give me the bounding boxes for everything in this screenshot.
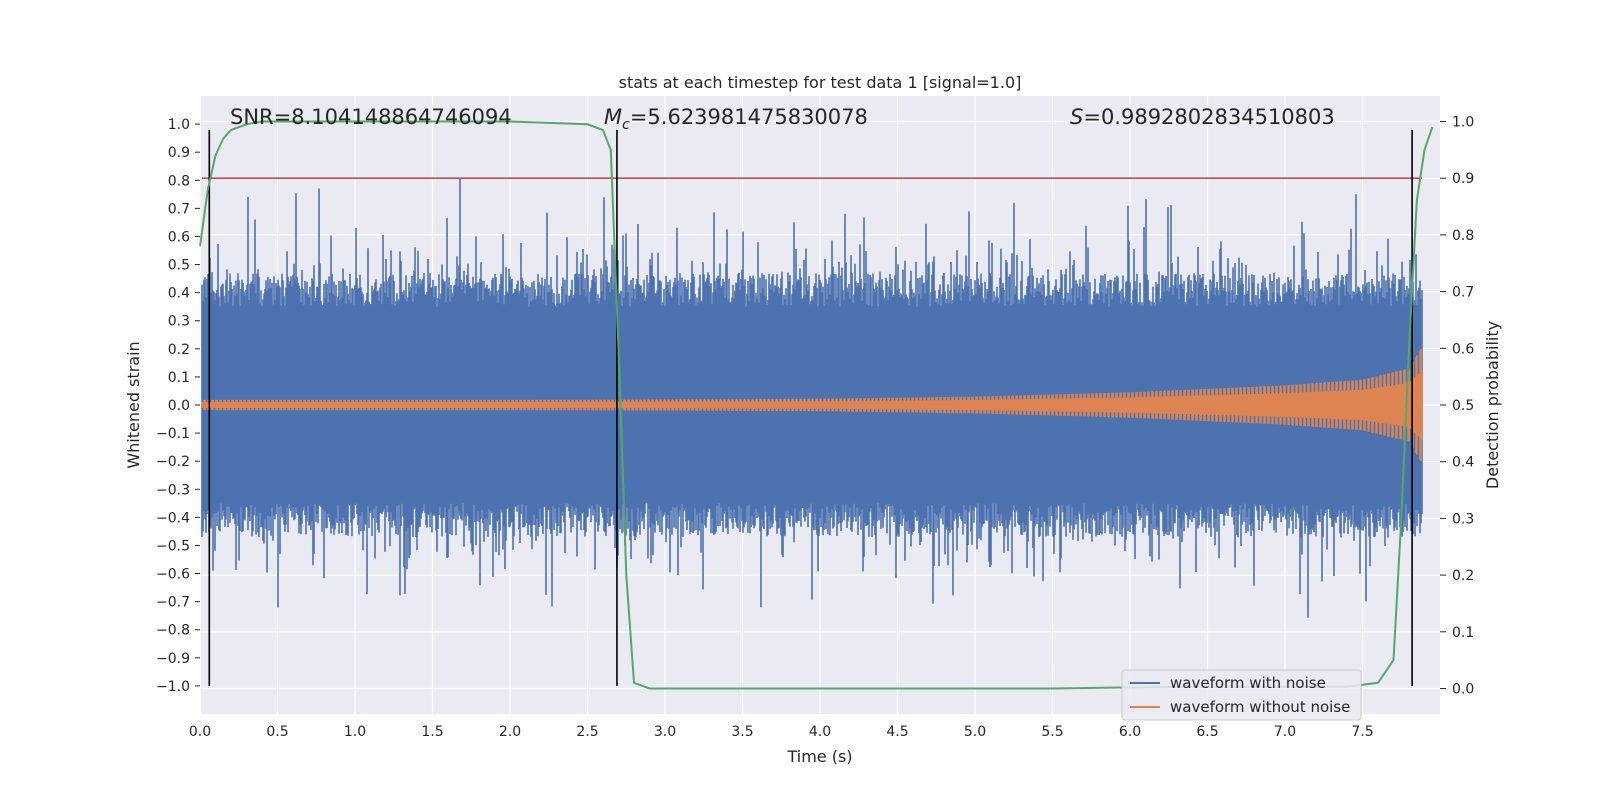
y2-tick-label: 0.6 [1452,341,1474,357]
clean-waveform-path [201,348,1423,462]
y-tick-label: −0.5 [156,538,190,554]
chirp-mass-value: =5.623981475830078 [630,105,868,129]
legend: waveform with noise waveform without noi… [1121,669,1362,721]
y-tick-label: 0.5 [168,258,190,274]
chirp-mass-annotation: Mc=5.623981475830078 [604,105,868,133]
x-tick-label: 2.5 [576,724,598,740]
x-tick-label: 1.0 [344,724,366,740]
y2-tick-label: 0.0 [1452,681,1474,697]
x-axis-ticks: 0.0 0.5 1.0 1.5 2.0 2.5 3.0 3.5 4.0 4.5 5.0 5.5 6.0 6… [189,724,1374,740]
y-tick-label: 0.4 [168,286,190,302]
legend-label-clean: waveform without noise [1170,698,1350,716]
detection-probability-series [199,120,1434,690]
snr-annotation: SNR=8.104148864746094 [230,105,512,129]
y2-tick-label: 0.8 [1452,228,1474,244]
y-tick-label: −1.0 [156,679,190,695]
x-tick-label: 3.0 [654,724,676,740]
y-tick-label: 0.9 [168,145,190,161]
detection-probability-line [199,120,1434,690]
chirp-mass-symbol: M [604,105,622,129]
y-tick-label: −0.3 [156,482,190,498]
y2-tick-label: 0.7 [1452,285,1474,301]
x-tick-label: 4.0 [809,724,831,740]
y2-tick-label: 0.1 [1452,625,1474,641]
y2-axis-label: Detection probability [1483,321,1502,489]
y-tick-label: 0.8 [168,173,190,189]
x-tick-label: 0.5 [266,724,288,740]
waveform-without-noise-series [201,348,1423,462]
score-symbol: S [1070,105,1083,129]
y2-tick-label: 1.0 [1452,115,1474,131]
y2-tick-label: 0.2 [1452,568,1474,584]
x-tick-label: 4.5 [886,724,908,740]
y-tick-label: −0.6 [156,567,190,583]
overlay-lines [202,129,1422,686]
y-tick-label: 1.0 [168,117,190,133]
x-tick-label: 7.5 [1351,724,1373,740]
y-tick-label: −0.2 [156,454,190,470]
y-tick-label: −0.9 [156,651,190,667]
y-tick-label: 0.7 [168,201,190,217]
y2-axis-ticks: 1.0 0.9 0.8 0.7 0.6 0.5 0.4 0.3 0.2 0.1 0.0 [1440,115,1474,697]
x-tick-label: 0.0 [189,724,211,740]
y2-tick-label: 0.3 [1452,511,1474,527]
y2-tick-label: 0.9 [1452,171,1474,187]
x-tick-label: 3.5 [731,724,753,740]
y-tick-label: −0.8 [156,623,190,639]
x-tick-label: 2.0 [499,724,521,740]
legend-box [1121,669,1362,721]
score-value: =0.9892802834510803 [1083,105,1334,129]
x-tick-label: 7.0 [1274,724,1296,740]
y-tick-label: −0.4 [156,510,190,526]
x-axis-label: Time (s) [786,747,852,766]
y-tick-label: −0.1 [156,426,190,442]
y-axis-ticks: 1.0 0.9 0.8 0.7 0.6 0.5 0.4 0.3 0.2 0.1 0.0 −0.1 −0.… [156,117,200,695]
y-axis-label: Whitened strain [124,341,143,468]
x-tick-label: 6.5 [1196,724,1218,740]
score-annotation: S=0.9892802834510803 [1070,105,1335,129]
y2-tick-label: 0.5 [1452,398,1474,414]
y-tick-label: 0.0 [168,398,190,414]
y-tick-label: 0.3 [168,314,190,330]
y-tick-label: 0.1 [168,370,190,386]
legend-label-noise: waveform with noise [1170,674,1326,692]
y-tick-label: −0.7 [156,595,190,611]
x-tick-label: 5.0 [964,724,986,740]
x-tick-label: 5.5 [1041,724,1063,740]
chart-title: stats at each timestep for test data 1 [… [619,73,1022,92]
x-tick-label: 6.0 [1119,724,1141,740]
x-tick-label: 1.5 [421,724,443,740]
chirp-mass-subscript: c [622,117,630,133]
y-tick-label: 0.2 [168,342,190,358]
y-tick-label: 0.6 [168,229,190,245]
y2-tick-label: 0.4 [1452,455,1474,471]
